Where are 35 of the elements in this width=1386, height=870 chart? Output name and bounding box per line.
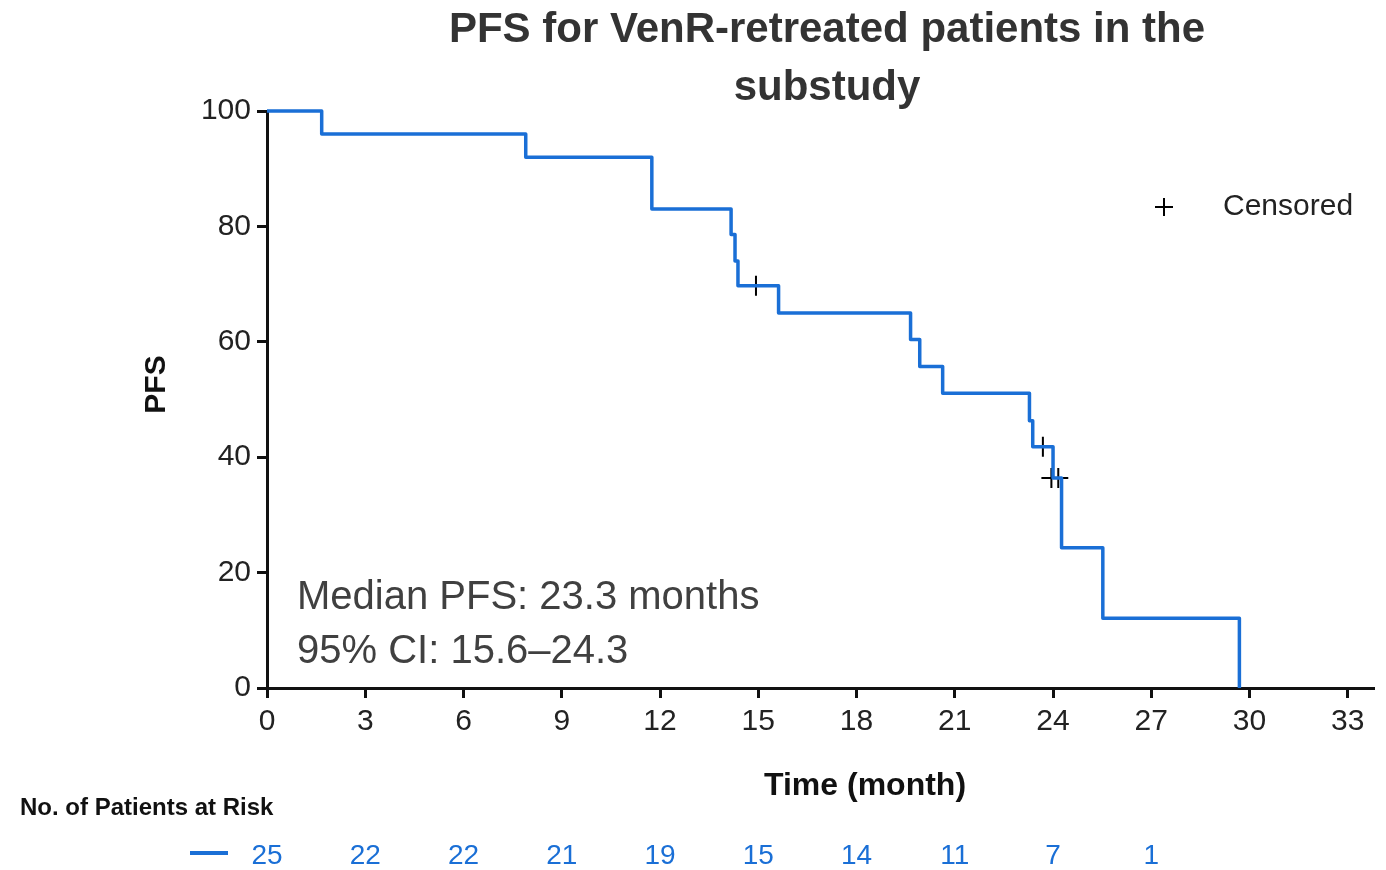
y-tick-label: 0: [234, 669, 251, 703]
x-tick-label: 24: [1036, 703, 1070, 737]
y-tick-label: 20: [217, 553, 251, 587]
text: 22: [349, 838, 381, 870]
x-axis-title: Time (month): [763, 765, 967, 802]
x-tick-label: 12: [643, 703, 677, 737]
annotation: 95% CI: 15.6–24.3: [297, 627, 629, 672]
text: 21: [546, 838, 578, 870]
legend-label: Censored: [1223, 188, 1354, 222]
text: 11: [940, 838, 970, 870]
y-tick-label: 100: [200, 92, 251, 126]
text: 7: [1045, 838, 1061, 870]
x-tick-label: 27: [1134, 703, 1168, 737]
x-tick-label: 3: [356, 703, 374, 737]
text: 15: [742, 838, 774, 870]
y-tick-label: 60: [217, 323, 251, 357]
x-tick-label: 33: [1331, 703, 1365, 737]
y-tick-label: 40: [217, 438, 251, 472]
text: 14: [840, 838, 873, 870]
x-tick-label: 18: [839, 703, 874, 737]
text: 1: [1143, 838, 1160, 870]
x-tick-label: 0: [258, 703, 276, 737]
x-tick-label: 9: [553, 703, 571, 737]
y-axis-title: PFS: [138, 355, 172, 414]
text: 19: [644, 838, 676, 870]
chart-title: PFS for VenR-retreated patients in the substudy: [448, 3, 1206, 109]
text: 22: [447, 838, 480, 870]
x-tick-label: 21: [938, 703, 972, 737]
x-tick-label: 6: [455, 703, 472, 737]
y-tick-label: 80: [217, 207, 251, 241]
x-tick-label: 15: [741, 703, 775, 737]
text: No. of Patients at Risk: [20, 792, 275, 820]
annotation: Median PFS: 23.3 months: [297, 573, 760, 618]
x-tick-label: 30: [1232, 703, 1267, 737]
text: 25: [251, 838, 283, 870]
